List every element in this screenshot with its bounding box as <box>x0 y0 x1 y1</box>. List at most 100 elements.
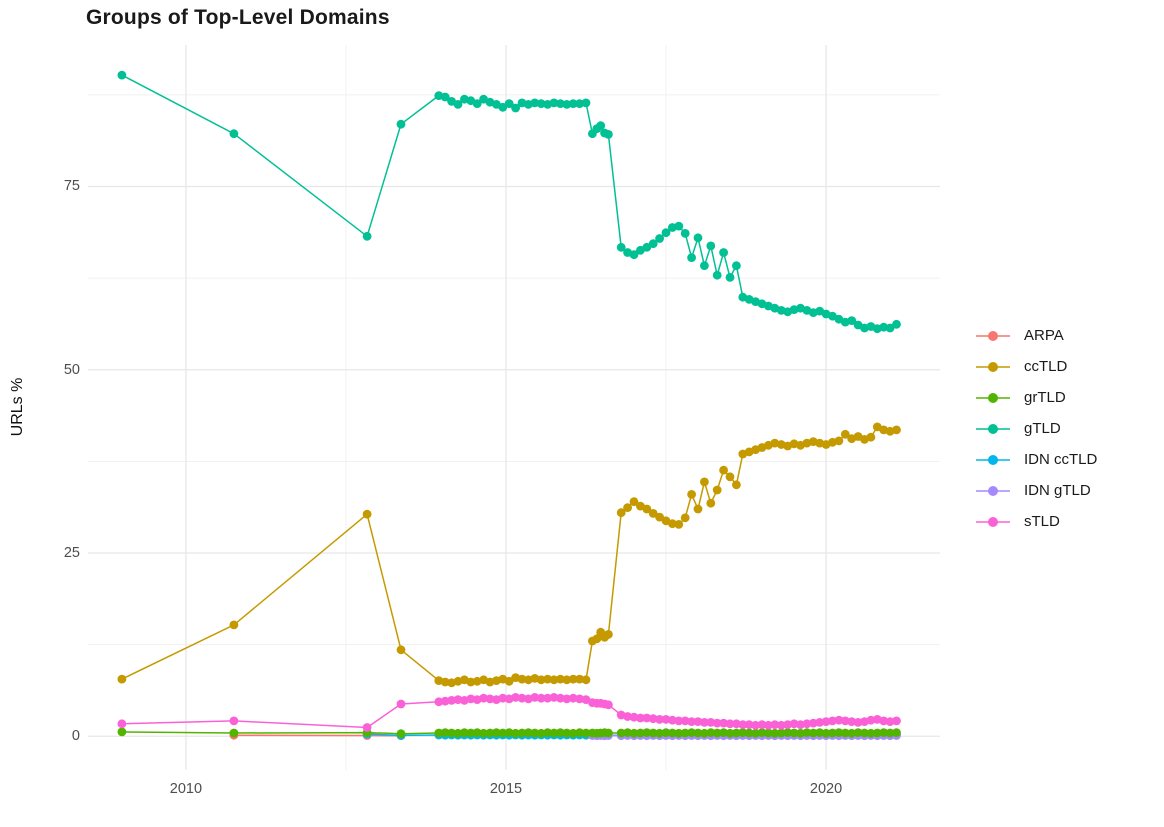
data-point <box>687 253 696 262</box>
data-point <box>828 716 837 726</box>
data-point <box>719 465 728 475</box>
data-point <box>568 674 578 684</box>
data-point <box>885 728 895 738</box>
data-point <box>719 718 728 728</box>
data-point <box>674 520 684 529</box>
data-point <box>725 273 735 282</box>
data-point <box>892 319 901 329</box>
data-point <box>687 717 696 726</box>
data-point <box>440 92 450 102</box>
data-point <box>648 239 658 249</box>
data-point <box>568 693 578 703</box>
data-point <box>517 693 527 703</box>
legend-label: IDN gTLD <box>1024 482 1091 499</box>
data-point <box>575 674 584 684</box>
data-point <box>866 432 876 442</box>
data-point <box>648 728 658 738</box>
data-point <box>562 100 572 109</box>
legend-key-icon <box>976 516 1010 527</box>
data-point <box>229 728 239 738</box>
data-point <box>879 728 889 737</box>
data-point <box>680 513 690 523</box>
data-point <box>892 728 901 737</box>
data-point <box>623 728 632 737</box>
data-point <box>770 728 780 738</box>
data-point <box>802 719 812 729</box>
data-point <box>655 234 664 243</box>
data-point <box>808 728 818 738</box>
data-point <box>636 713 645 723</box>
data-point <box>655 715 664 724</box>
data-point <box>616 508 626 518</box>
data-point <box>549 693 559 702</box>
data-point <box>543 693 552 703</box>
legend: ARPA ccTLD grTLD gTLD IDN ccTLD IDN gTLD sTLD <box>976 320 1097 537</box>
data-point <box>530 728 540 738</box>
data-point <box>498 102 508 112</box>
data-point <box>815 728 825 737</box>
data-point <box>719 248 728 257</box>
data-point <box>396 645 406 655</box>
data-point <box>783 720 793 729</box>
data-point <box>815 718 825 727</box>
data-point <box>117 674 127 684</box>
data-point <box>885 717 895 726</box>
data-point <box>706 718 716 727</box>
data-point <box>834 436 844 446</box>
data-point <box>592 634 602 644</box>
y-tick-label: 50 <box>63 361 80 378</box>
data-point <box>568 728 578 738</box>
data-point <box>536 693 546 703</box>
legend-item-arpa: ARPA <box>976 320 1097 351</box>
data-point <box>668 728 677 738</box>
data-point <box>511 103 520 113</box>
data-point <box>556 99 565 108</box>
data-point <box>879 322 889 332</box>
x-tick-label: 2015 <box>489 781 523 797</box>
data-point <box>706 728 716 737</box>
data-point <box>789 719 799 729</box>
data-point <box>732 480 741 490</box>
legend-key-icon <box>976 392 1010 403</box>
data-point <box>616 728 626 738</box>
data-point <box>581 98 591 108</box>
data-point <box>732 728 741 738</box>
data-point <box>789 728 799 738</box>
data-point <box>229 620 239 630</box>
data-point <box>687 728 696 737</box>
data-point <box>642 728 652 737</box>
data-point <box>511 728 520 738</box>
data-point <box>440 728 450 737</box>
data-point <box>840 429 850 439</box>
chart-title: Groups of Top-Level Domains <box>86 6 390 29</box>
data-point <box>712 270 722 280</box>
data-point <box>764 720 773 730</box>
data-point <box>706 241 716 251</box>
data-point <box>524 728 533 737</box>
data-point <box>879 716 889 726</box>
data-point <box>504 676 514 686</box>
data-point <box>575 728 584 737</box>
data-point <box>517 674 527 684</box>
data-point <box>623 712 632 721</box>
data-point <box>808 718 818 728</box>
data-point <box>479 728 488 738</box>
data-point <box>796 728 805 738</box>
data-point <box>511 693 520 702</box>
data-point <box>847 728 857 738</box>
data-point <box>834 715 844 725</box>
data-point <box>447 728 456 738</box>
data-point <box>706 498 716 508</box>
data-point <box>648 714 658 724</box>
x-tick-label: 2010 <box>169 781 203 797</box>
data-point <box>866 715 876 725</box>
data-point <box>674 221 684 231</box>
data-point <box>655 728 664 738</box>
data-point <box>117 727 127 737</box>
y-tick-label: 75 <box>63 178 80 195</box>
data-point <box>581 728 591 738</box>
data-point <box>840 728 850 738</box>
data-point <box>738 728 748 737</box>
data-point <box>556 693 565 703</box>
